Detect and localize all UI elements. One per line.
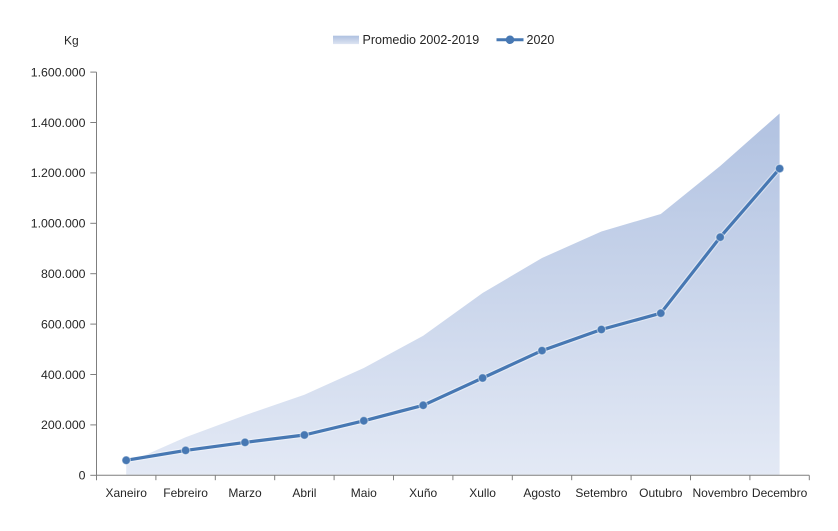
- svg-text:600.000: 600.000: [41, 317, 86, 331]
- svg-text:Agosto: Agosto: [523, 486, 561, 500]
- svg-text:200.000: 200.000: [41, 418, 86, 432]
- svg-text:Xaneiro: Xaneiro: [106, 486, 148, 500]
- svg-text:1.600.000: 1.600.000: [31, 65, 86, 79]
- svg-text:Maio: Maio: [351, 486, 377, 500]
- svg-text:Kg: Kg: [64, 34, 79, 48]
- svg-text:1.000.000: 1.000.000: [31, 217, 86, 231]
- svg-text:2020: 2020: [527, 33, 555, 47]
- svg-text:Marzo: Marzo: [228, 486, 262, 500]
- svg-text:Outubro: Outubro: [639, 486, 683, 500]
- svg-text:800.000: 800.000: [41, 267, 86, 281]
- svg-text:Decembro: Decembro: [752, 486, 808, 500]
- svg-text:Novembro: Novembro: [693, 486, 749, 500]
- svg-text:Setembro: Setembro: [575, 486, 627, 500]
- svg-text:400.000: 400.000: [41, 368, 86, 382]
- svg-text:0: 0: [79, 469, 86, 483]
- svg-text:1.200.000: 1.200.000: [31, 166, 86, 180]
- svg-text:Abril: Abril: [292, 486, 316, 500]
- svg-text:Xullo: Xullo: [469, 486, 496, 500]
- svg-text:Xuño: Xuño: [409, 486, 437, 500]
- svg-text:Promedio 2002-2019: Promedio 2002-2019: [363, 33, 480, 47]
- svg-text:1.400.000: 1.400.000: [31, 116, 86, 130]
- svg-text:Febreiro: Febreiro: [163, 486, 208, 500]
